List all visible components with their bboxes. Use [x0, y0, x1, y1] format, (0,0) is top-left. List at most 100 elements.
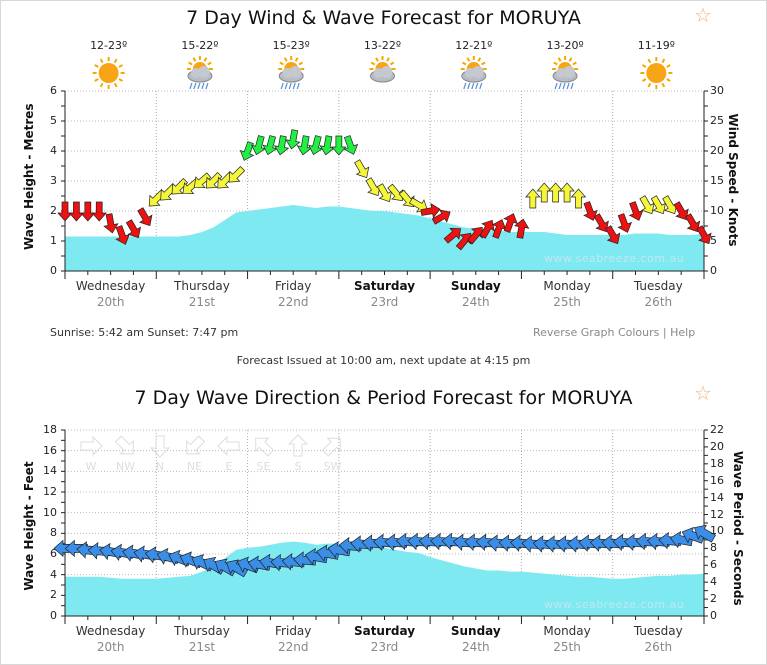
- wind-arrow: [171, 178, 189, 195]
- y2-tick-label: 10: [710, 524, 724, 538]
- day-label: Thursday: [174, 624, 230, 638]
- y-tick-label: 4: [50, 144, 57, 157]
- y-tick-label: 14: [43, 464, 57, 478]
- wind-arrow: [650, 195, 666, 215]
- compass-arrow-icon: [217, 435, 240, 457]
- wind-arrow: [228, 166, 246, 183]
- wave-height-feet-axis-title: Wave Height - Feet: [22, 461, 36, 591]
- compass-label: W: [85, 460, 97, 473]
- wave-chart-title: 7 Day Wave Direction & Period Forecast f…: [134, 387, 633, 409]
- temperature-range: 13-20º: [546, 39, 584, 52]
- compass-arrow-icon: [287, 434, 309, 457]
- day-label: Wednesday: [75, 624, 146, 638]
- wind-arrow: [491, 219, 507, 239]
- compass-label: E: [225, 460, 233, 473]
- wind-arrow: [251, 135, 267, 156]
- wind-arrow: [331, 135, 347, 156]
- date-label: 20th: [96, 295, 125, 309]
- y2-tick-label: 6: [710, 558, 717, 572]
- y-tick-label: 4: [50, 567, 57, 581]
- y-tick-label: 3: [50, 174, 57, 187]
- storm-icon: [552, 56, 579, 90]
- y-tick-label: 0: [50, 264, 57, 277]
- date-label: 22nd: [277, 295, 309, 309]
- y2-tick-label: 10: [710, 204, 724, 217]
- y2-tick-label: 12: [710, 507, 724, 521]
- y-tick-label: 5: [50, 114, 57, 127]
- star-outline-icon[interactable]: ☆: [694, 3, 712, 27]
- y2-tick-label: 8: [710, 541, 717, 555]
- y2-tick-label: 4: [710, 575, 717, 589]
- y2-tick-label: 25: [710, 114, 724, 127]
- wave-period-axis-title: Wave Period - Seconds: [731, 451, 745, 606]
- wind-arrow: [57, 201, 73, 222]
- y2-tick-label: 0: [710, 264, 717, 277]
- wind-arrow: [239, 141, 255, 161]
- date-label: 23rd: [370, 295, 399, 309]
- y2-tick-label: 5: [710, 234, 717, 247]
- y2-tick-label: 22: [710, 423, 724, 436]
- date-label: 21st: [188, 295, 216, 309]
- date-label: 21st: [188, 640, 216, 654]
- day-label: Sunday: [450, 624, 501, 638]
- compass-arrow-icon: [114, 435, 134, 455]
- wind-arrow: [115, 225, 130, 245]
- day-label: Thursday: [174, 279, 230, 293]
- wind-arrow: [420, 203, 441, 219]
- y-tick-label: 18: [43, 423, 57, 436]
- wind-arrow: [285, 129, 301, 150]
- date-label: 25th: [553, 640, 581, 654]
- reverse-graph-colours-link[interactable]: Reverse Graph Colours: [533, 326, 660, 339]
- compass-label: SE: [256, 460, 271, 473]
- wind-arrow: [103, 213, 119, 234]
- y2-tick-label: 2: [710, 592, 717, 606]
- wind-chart-title: 7 Day Wind & Wave Forecast for MORUYA: [186, 7, 581, 29]
- compass-label: NW: [115, 460, 136, 473]
- day-label: Wednesday: [75, 279, 146, 293]
- wind-arrow: [91, 201, 108, 222]
- temperature-range: 12-21º: [455, 39, 493, 52]
- y2-tick-label: 20: [710, 144, 724, 157]
- wind-arrow: [639, 195, 655, 215]
- y-tick-label: 2: [50, 588, 57, 602]
- wind-arrow: [319, 135, 335, 156]
- date-label: 20th: [96, 640, 125, 654]
- wind-arrow: [685, 213, 701, 233]
- y-tick-label: 12: [43, 485, 57, 498]
- sunny-icon: [92, 57, 125, 89]
- watermark: www.seabreeze.com.au: [544, 252, 685, 265]
- day-label: Monday: [543, 279, 591, 293]
- wind-arrow: [443, 227, 462, 244]
- date-label: 25th: [553, 295, 581, 309]
- y2-tick-label: 18: [710, 456, 724, 470]
- compass-arrow-icon: [186, 435, 206, 455]
- y2-tick-label: 20: [710, 439, 724, 453]
- wind-arrow: [343, 135, 359, 155]
- y-tick-label: 0: [50, 609, 57, 622]
- watermark: www.seabreeze.com.au: [544, 598, 685, 611]
- temperature-range: 15-22º: [181, 39, 219, 52]
- y2-tick-label: 15: [710, 174, 724, 187]
- compass-label: N: [155, 460, 165, 473]
- y-tick-label: 1: [50, 234, 57, 247]
- wind-arrow: [628, 201, 644, 221]
- star-outline-icon[interactable]: ☆: [694, 381, 712, 405]
- date-label: 22nd: [277, 640, 309, 654]
- wind-arrow: [68, 201, 85, 222]
- wind-arrow: [536, 182, 553, 203]
- compass-arrow-icon: [321, 437, 341, 457]
- day-label: Monday: [543, 624, 591, 638]
- wave-height-metres-axis-title: Wave Height - Metres: [22, 103, 36, 250]
- help-link[interactable]: Help: [670, 326, 696, 339]
- compass-arrow-icon: [80, 435, 103, 457]
- wind-arrow: [696, 225, 712, 245]
- wind-arrow: [570, 188, 587, 209]
- wind-arrow: [547, 182, 564, 203]
- wind-arrow: [583, 201, 598, 221]
- day-label: Tuesday: [633, 624, 683, 638]
- wind-arrow: [525, 188, 541, 209]
- y-tick-label: 2: [50, 204, 57, 217]
- wind-speed-axis-title: Wind Speed - Knots: [726, 113, 740, 247]
- date-label: 26th: [644, 295, 673, 309]
